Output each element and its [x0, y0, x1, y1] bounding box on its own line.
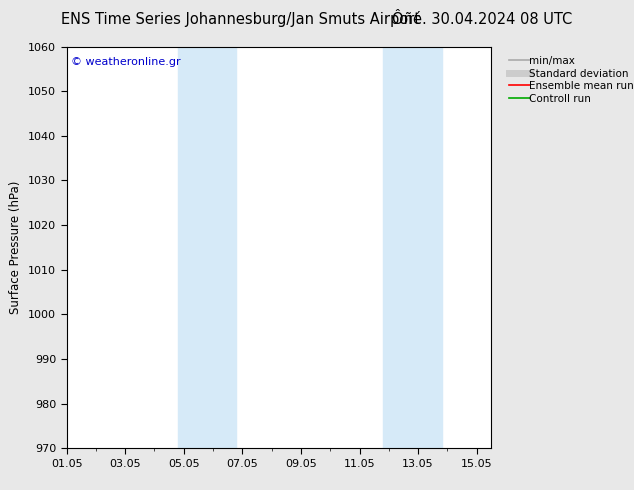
Y-axis label: Surface Pressure (hPa): Surface Pressure (hPa) [10, 181, 22, 314]
Legend: min/max, Standard deviation, Ensemble mean run, Controll run: min/max, Standard deviation, Ensemble me… [505, 52, 634, 108]
Bar [178, 47, 236, 448]
Text: Ôñé. 30.04.2024 08 UTC: Ôñé. 30.04.2024 08 UTC [392, 12, 572, 27]
Text: © weatheronline.gr: © weatheronline.gr [71, 57, 181, 67]
Text: ENS Time Series Johannesburg/Jan Smuts Airport: ENS Time Series Johannesburg/Jan Smuts A… [61, 12, 420, 27]
Bar [383, 47, 441, 448]
